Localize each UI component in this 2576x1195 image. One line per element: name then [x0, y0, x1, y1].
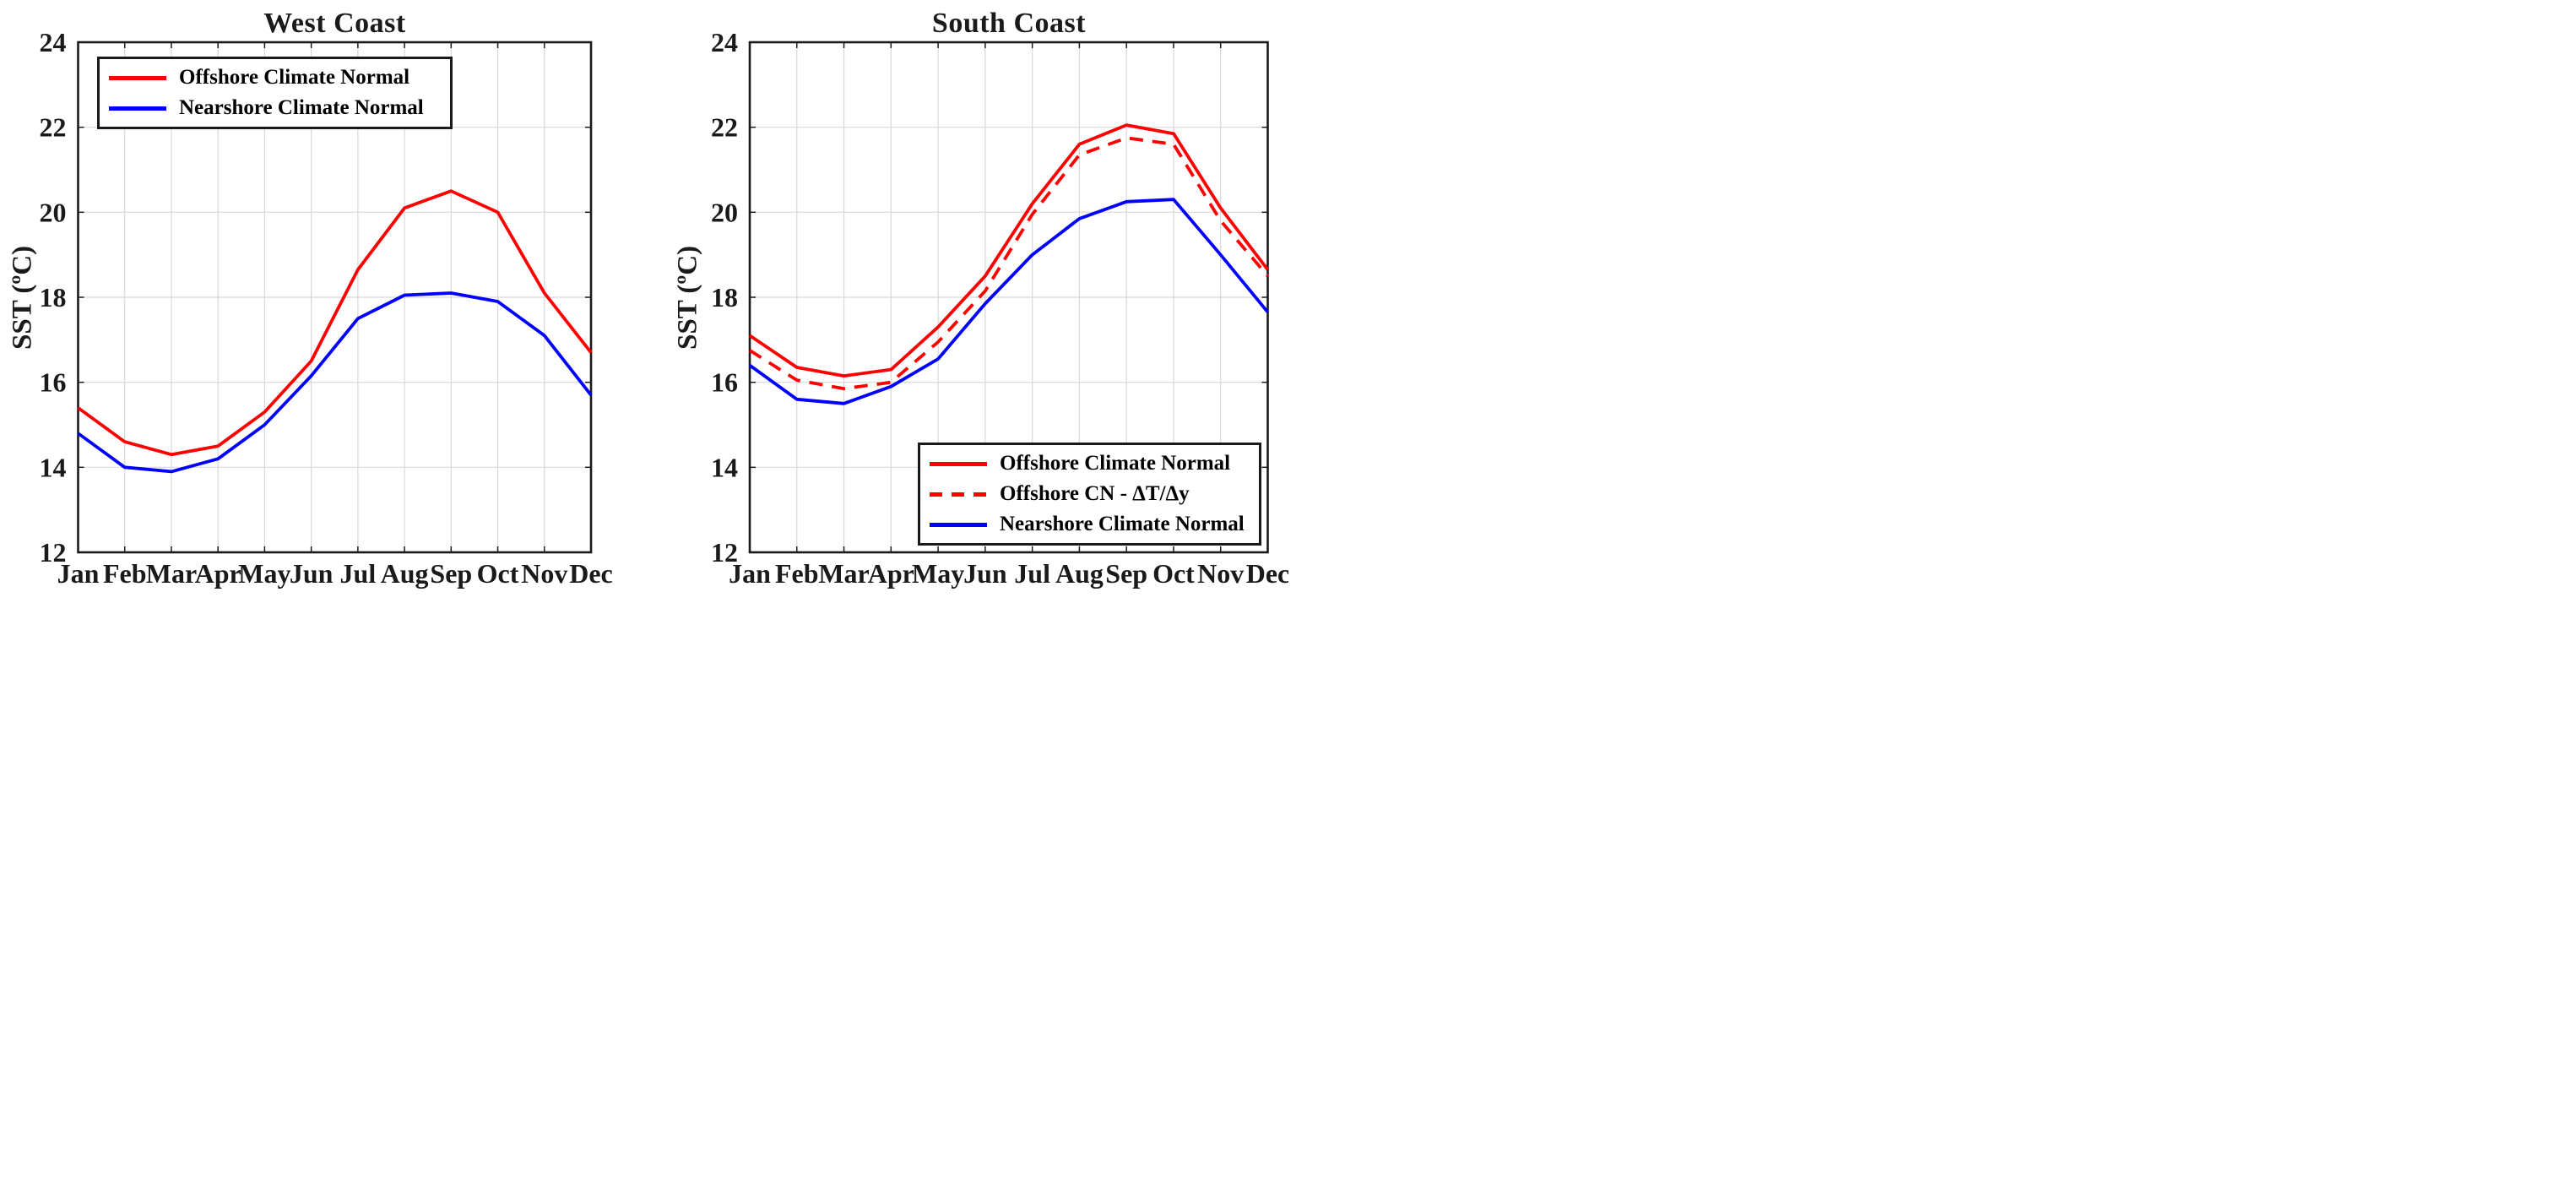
legend-south: Offshore Climate Normal Offshore CN - ΔT…: [918, 443, 1261, 546]
legend-line-sample-nearshore-icon: [109, 106, 166, 111]
y-tick-label: 14: [711, 452, 738, 482]
x-tick-label: Nov: [1197, 558, 1244, 589]
chart-title-west: West Coast: [263, 8, 406, 39]
y-tick-label: 24: [711, 27, 738, 57]
x-tick-label: Sep: [430, 558, 472, 589]
offshore-cn-t-y-line: [748, 136, 1269, 391]
x-tick-label: Mar: [818, 558, 869, 589]
legend-west: Offshore Climate Normal Nearshore Climat…: [97, 57, 453, 129]
legend-label-offshore-cn: Offshore CN - ΔT/Δy: [1000, 482, 1190, 505]
legend-label-nearshore: Nearshore Climate Normal: [1000, 513, 1245, 535]
x-tick-label: Aug: [381, 558, 429, 589]
x-tick-label: Jan: [729, 558, 771, 589]
chart-title-south: South Coast: [931, 8, 1087, 39]
x-tick-label: Jul: [340, 558, 377, 589]
legend-item: Nearshore Climate Normal: [920, 509, 1259, 540]
x-tick-label: Apr: [868, 558, 914, 589]
y-tick-label: 22: [711, 112, 738, 143]
legend-item: Offshore Climate Normal: [100, 62, 450, 93]
x-tick-label: Dec: [569, 558, 613, 589]
y-tick-label: 16: [711, 367, 738, 398]
y-tick-label: 12: [711, 537, 738, 568]
legend-label-nearshore: Nearshore Climate Normal: [179, 96, 424, 119]
x-tick-label: May: [238, 558, 290, 589]
y-tick-label: 22: [40, 112, 67, 143]
legend-item: Nearshore Climate Normal: [100, 93, 450, 123]
y-tick-label: 12: [40, 537, 67, 568]
figure-canvas: West Coast SST (ºC) 12 14 16 18 20 22 24 Jan Feb…: [0, 0, 1288, 598]
legend-line-sample-nearshore-icon: [930, 522, 987, 527]
nearshore-climate-normal-line: [77, 291, 593, 474]
y-tick-label: 18: [711, 282, 738, 312]
chart-panel-south: South Coast SST (ºC) 12 14 16 18 20 22 24 Jan Fe…: [644, 0, 1289, 598]
x-tick-label: Dec: [1246, 558, 1288, 589]
y-tick-label: 24: [40, 27, 67, 57]
legend-line-sample-offshore-cn-icon: [930, 492, 987, 497]
legend-line-sample-offshore-icon: [109, 75, 166, 80]
legend-item: Offshore CN - ΔT/Δy: [920, 479, 1259, 509]
x-tick-label: Jun: [290, 558, 334, 589]
legend-line-sample-offshore-icon: [930, 461, 987, 466]
x-tick-label: Oct: [1152, 558, 1195, 589]
offshore-climate-normal-line: [77, 189, 593, 457]
x-tick-label: Aug: [1055, 558, 1104, 589]
nearshore-climate-normal-line: [748, 198, 1269, 405]
x-tick-label: Jun: [963, 558, 1007, 589]
x-tick-label: Sep: [1105, 558, 1147, 589]
x-tick-label: Apr: [195, 558, 241, 589]
x-tick-label: Oct: [477, 558, 519, 589]
y-tick-label: 20: [711, 197, 738, 227]
y-tick-label: 16: [40, 367, 67, 398]
offshore-climate-normal-line: [748, 123, 1270, 378]
y-tick-label: 18: [40, 282, 67, 312]
legend-item: Offshore Climate Normal: [920, 448, 1259, 479]
legend-label-offshore: Offshore Climate Normal: [179, 66, 410, 89]
x-tick-label: Feb: [775, 558, 819, 589]
y-tick-label: 20: [40, 197, 67, 227]
x-tick-label: Mar: [146, 558, 197, 589]
legend-label-offshore: Offshore Climate Normal: [1000, 452, 1231, 475]
x-tick-label: Feb: [103, 558, 147, 589]
x-tick-label: Jan: [57, 558, 100, 589]
x-tick-label: Nov: [521, 558, 567, 589]
x-tick-label: May: [912, 558, 964, 589]
chart-panel-west: West Coast SST (ºC) 12 14 16 18 20 22 24 Jan Feb…: [0, 0, 644, 598]
x-tick-label: Jul: [1014, 558, 1050, 589]
y-tick-label: 14: [40, 452, 67, 482]
